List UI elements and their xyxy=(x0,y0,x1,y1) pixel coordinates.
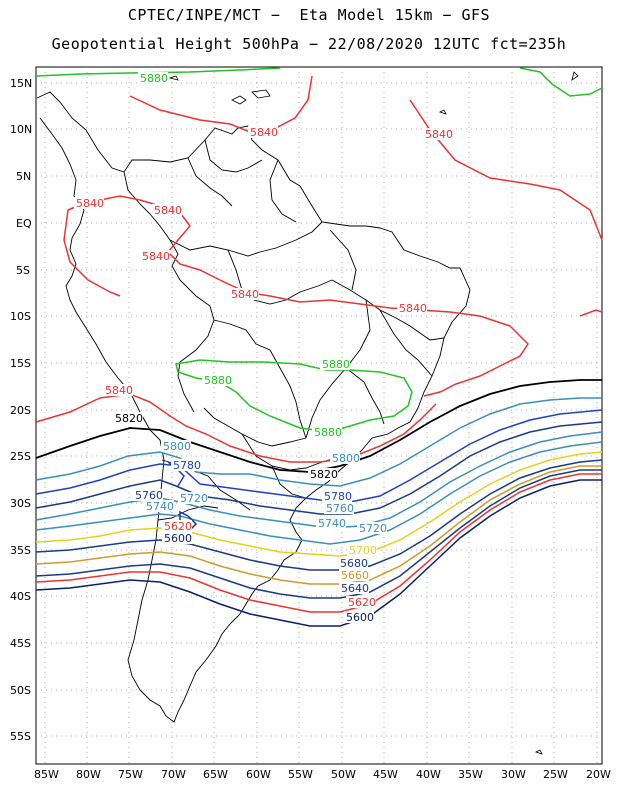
contour-label: 5600 xyxy=(164,532,192,545)
lat-label: 15S xyxy=(10,357,31,370)
contour-label: 5880 xyxy=(140,72,168,85)
contour-5840-east-fragment xyxy=(579,309,603,317)
lat-label: 40S xyxy=(10,590,31,603)
lat-label: 5N xyxy=(16,170,31,183)
contour-label: 5840 xyxy=(154,204,182,217)
lat-label: 45S xyxy=(10,637,31,650)
contour-5720 xyxy=(35,441,603,545)
contour-label: 5800 xyxy=(163,440,191,453)
contour-label: 5720 xyxy=(180,492,208,505)
contour-label: 5840 xyxy=(231,288,259,301)
contour-label: 5640 xyxy=(341,582,369,595)
contour-label: 5840 xyxy=(399,302,427,315)
lat-label: 10N xyxy=(10,123,32,136)
map-title: CPTEC/INPE/MCT − Eta Model 15km − GFS xyxy=(127,6,491,24)
lat-label: EQ xyxy=(16,217,32,230)
contour-labels: 5880 5840 5840 5840 5840 5840 5840 5840 … xyxy=(76,72,453,624)
lon-label: 80W xyxy=(76,768,101,781)
lon-label: 45W xyxy=(373,768,398,781)
contour-label: 5680 xyxy=(340,557,368,570)
lon-label: 50W xyxy=(331,768,356,781)
contour-label: 5620 xyxy=(164,520,192,533)
contour-5660 xyxy=(35,465,602,585)
contour-label: 5800 xyxy=(332,452,360,465)
lat-label: 50S xyxy=(10,684,31,697)
contour-label: 5880 xyxy=(322,358,350,371)
contour-label: 5840 xyxy=(250,126,278,139)
contour-5800 xyxy=(35,397,602,487)
contour-5880-brazil xyxy=(175,359,413,433)
contour-label: 5700 xyxy=(349,544,377,557)
coastline xyxy=(36,91,471,723)
contour-5880-northeast xyxy=(519,67,603,97)
contour-label-boxes xyxy=(74,72,453,623)
contour-label: 5780 xyxy=(173,459,201,472)
lat-label: 30S xyxy=(10,497,31,510)
contour-label: 5880 xyxy=(204,374,232,387)
contour-5760 xyxy=(35,421,603,515)
lon-label: 25W xyxy=(543,768,568,781)
contour-label: 5720 xyxy=(359,522,387,535)
lat-label: 10S xyxy=(10,310,31,323)
lon-label: 60W xyxy=(246,768,271,781)
contour-5780 xyxy=(35,409,603,503)
lat-label: 20S xyxy=(10,404,31,417)
longitude-labels: 85W 80W 75W 70W 65W 60W 55W 50W 45W 40W … xyxy=(34,768,611,781)
contour-label: 5760 xyxy=(326,502,354,515)
contour-5740 xyxy=(35,431,603,529)
contour-5640 xyxy=(35,469,602,599)
contour-lines xyxy=(35,67,603,627)
contour-5840-west xyxy=(63,209,121,297)
contour-label: 5840 xyxy=(76,197,104,210)
lat-label: 25S xyxy=(10,450,31,463)
map-subtitle: Geopotential Height 500hPa − 22/08/2020 … xyxy=(51,35,567,53)
contour-5680 xyxy=(35,459,603,571)
contour-label: 5740 xyxy=(318,517,346,530)
contour-label: 5600 xyxy=(346,611,374,624)
contour-label: 5660 xyxy=(341,569,369,582)
contour-5600 xyxy=(35,479,602,627)
lon-label: 35W xyxy=(458,768,483,781)
lon-label: 40W xyxy=(416,768,441,781)
graticule xyxy=(36,67,602,764)
contour-5620 xyxy=(35,473,602,613)
contour-5700 xyxy=(35,451,603,557)
contour-label: 5620 xyxy=(348,596,376,609)
contour-label: 5780 xyxy=(324,490,352,503)
contour-label: 5820 xyxy=(115,412,143,425)
lon-label: 75W xyxy=(118,768,143,781)
lon-label: 20W xyxy=(586,768,611,781)
latitude-labels: 15N 10N 5N EQ 5S 10S 15S 20S 25S 30S 35S… xyxy=(10,77,32,743)
contour-label: 5760 xyxy=(135,489,163,502)
lon-label: 55W xyxy=(288,768,313,781)
contour-label: 5740 xyxy=(146,500,174,513)
contour-label: 5840 xyxy=(105,384,133,397)
lon-label: 85W xyxy=(34,768,59,781)
lat-label: 15N xyxy=(10,77,32,90)
contour-label: 5840 xyxy=(142,250,170,263)
contour-label: 5880 xyxy=(314,426,342,439)
lon-label: 65W xyxy=(203,768,228,781)
islands xyxy=(168,71,579,755)
contour-label: 5840 xyxy=(425,128,453,141)
contour-label: 5820 xyxy=(310,468,338,481)
lat-label: 55S xyxy=(10,730,31,743)
lon-label: 70W xyxy=(161,768,186,781)
lon-label: 30W xyxy=(501,768,526,781)
lat-label: 35S xyxy=(10,544,31,557)
lat-label: 5S xyxy=(16,264,30,277)
